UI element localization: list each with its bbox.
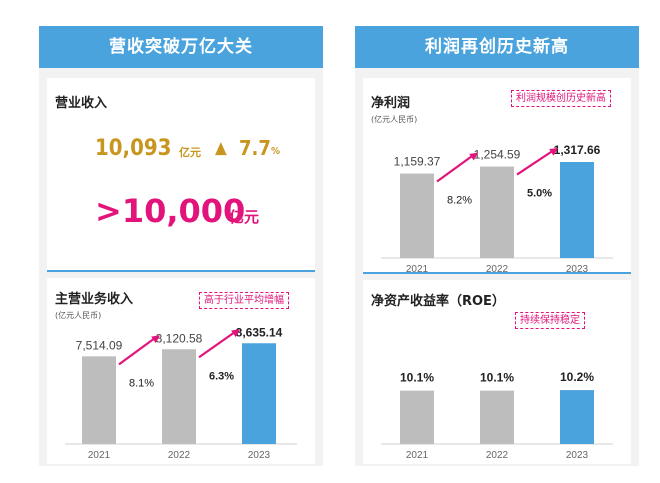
data-label-2022: 10.1% (480, 371, 514, 385)
revenue-growth-value: 7.7 (239, 136, 271, 160)
roe-chart: 10.1% 2021 10.1% 2022 10.2% 2023 (381, 370, 613, 461)
growth-arrow-head (151, 335, 160, 344)
growth-arrow-head (469, 152, 478, 161)
bar-2022 (480, 390, 514, 444)
growth-label: 8.2% (447, 195, 472, 207)
data-label-2023: 8,635.14 (236, 325, 283, 339)
bar-2021 (400, 173, 434, 258)
net-profit-unit: (亿元人民币) (371, 115, 418, 124)
left-banner: 营收突破万亿大关 (39, 26, 323, 68)
revenue-value: 10,093 (95, 136, 172, 161)
tick-label-2022: 2022 (168, 450, 191, 461)
tick-label-2023: 2023 (248, 450, 271, 461)
revenue-section: 营业收入 10,093 亿元 ▲ 7.7 % >10,000 亿元 (47, 78, 315, 272)
revenue-title: 营业收入 (55, 96, 108, 111)
tick-label-2022: 2022 (486, 264, 509, 275)
growth-arrow-line (436, 153, 475, 183)
data-label-2021: 7,514.09 (76, 338, 123, 352)
bar-2022 (480, 166, 514, 258)
growth-label: 5.0% (527, 188, 552, 200)
net-profit-tag: 利润规模创历史新高 (511, 90, 611, 107)
tick-label-2023: 2023 (566, 450, 589, 461)
roe-tag: 持续保持稳定 (515, 312, 585, 329)
growth-arrow-line (118, 336, 157, 366)
growth-label: 6.3% (209, 370, 234, 382)
bar-2023 (560, 161, 594, 258)
left-panel: 营收突破万亿大关 营业收入 10,093 亿元 ▲ 7.7 % >10,000 … (39, 26, 323, 466)
tick-label-2021: 2021 (406, 264, 429, 275)
right-panel: 利润再创历史新高 净利润 (亿元人民币) 利润规模创历史新高 1,159.37 2… (355, 26, 639, 466)
growth-arrow-head (231, 329, 240, 338)
growth-arrow-head (549, 147, 558, 156)
main-business-title: 主营业务收入 (55, 292, 134, 307)
data-label-2022: 8,120.58 (156, 331, 203, 345)
bar-2023 (242, 343, 276, 444)
roe-section: 净资产收益率（ROE） 持续保持稳定 10.1% 2021 10.1% 2022 10.… (363, 280, 631, 464)
main-business-chart: 7,514.09 2021 8,120.58 2022 8,635.14 2023 8.1%… (65, 325, 297, 461)
bar-2021 (400, 390, 434, 444)
main-business-section: 主营业务收入 (亿元人民币) 高于行业平均增幅 7,514.09 2021 8,12… (47, 278, 315, 464)
revenue-headline: >10,000 (95, 192, 246, 230)
bar-2023 (560, 390, 594, 444)
data-label-2022: 1,254.59 (474, 148, 521, 162)
revenue-value-unit: 亿元 (179, 146, 201, 159)
growth-arrow-line (198, 330, 237, 359)
revenue-headline-unit: 亿元 (229, 208, 260, 226)
data-label-2023: 1,317.66 (554, 143, 601, 157)
bar-2021 (82, 356, 116, 444)
main-business-tag: 高于行业平均增幅 (199, 292, 289, 309)
tick-label-2021: 2021 (88, 450, 111, 461)
tick-label-2021: 2021 (406, 450, 429, 461)
roe-title: 净资产收益率（ROE） (371, 294, 505, 309)
growth-up-arrow-icon: ▲ (215, 138, 227, 158)
tick-label-2023: 2023 (566, 264, 589, 275)
net-profit-title: 净利润 (371, 96, 411, 111)
bar-2022 (162, 349, 196, 444)
data-label-2021: 10.1% (400, 371, 434, 385)
data-label-2021: 1,159.37 (394, 155, 441, 169)
main-business-unit: (亿元人民币) (55, 311, 102, 320)
net-profit-section: 净利润 (亿元人民币) 利润规模创历史新高 1,159.37 2021 1,254.… (363, 78, 631, 275)
growth-arrow-line (516, 149, 555, 176)
net-profit-chart: 1,159.37 2021 1,254.59 2022 1,317.66 2023 8.2%… (381, 143, 613, 275)
growth-label: 8.1% (129, 377, 154, 389)
right-banner: 利润再创历史新高 (355, 26, 639, 68)
tick-label-2022: 2022 (486, 450, 509, 461)
revenue-growth-unit: % (271, 146, 281, 157)
data-label-2023: 10.2% (560, 370, 594, 384)
